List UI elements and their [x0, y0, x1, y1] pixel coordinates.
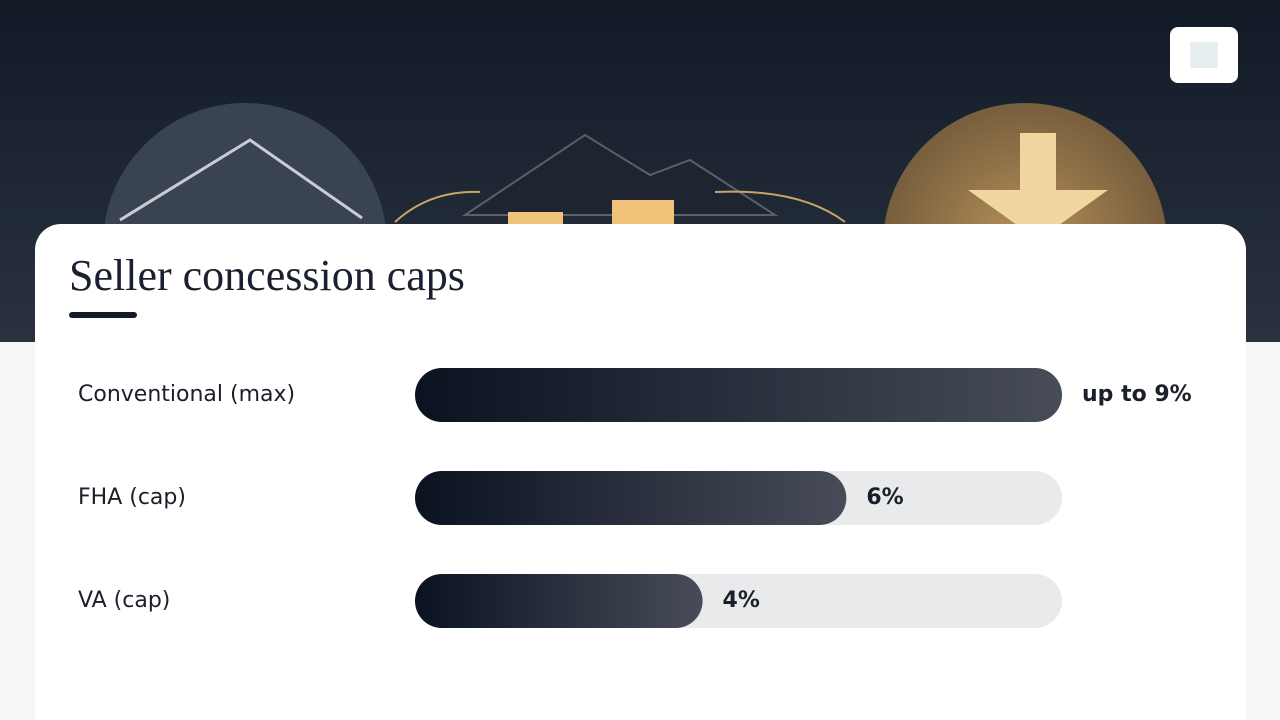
- decor-roof: [119, 138, 363, 222]
- title-underline: [69, 312, 137, 318]
- category-label: VA (cap): [78, 588, 170, 613]
- value-label: 6%: [866, 485, 903, 510]
- category-label: Conventional (max): [78, 382, 295, 407]
- bar: [415, 471, 847, 525]
- decor-window: [612, 200, 674, 226]
- value-label: 4%: [723, 588, 760, 613]
- value-label: up to 9%: [1082, 382, 1192, 407]
- decor-house: [461, 133, 779, 216]
- bar: [415, 368, 1062, 422]
- decor-arrow: [968, 133, 1108, 240]
- bar: [415, 574, 703, 628]
- decor-window: [508, 212, 563, 226]
- logo: [1190, 42, 1218, 68]
- category-label: FHA (cap): [78, 485, 186, 510]
- chart-title: Seller concession caps: [69, 251, 465, 300]
- decor-curve: [394, 190, 846, 223]
